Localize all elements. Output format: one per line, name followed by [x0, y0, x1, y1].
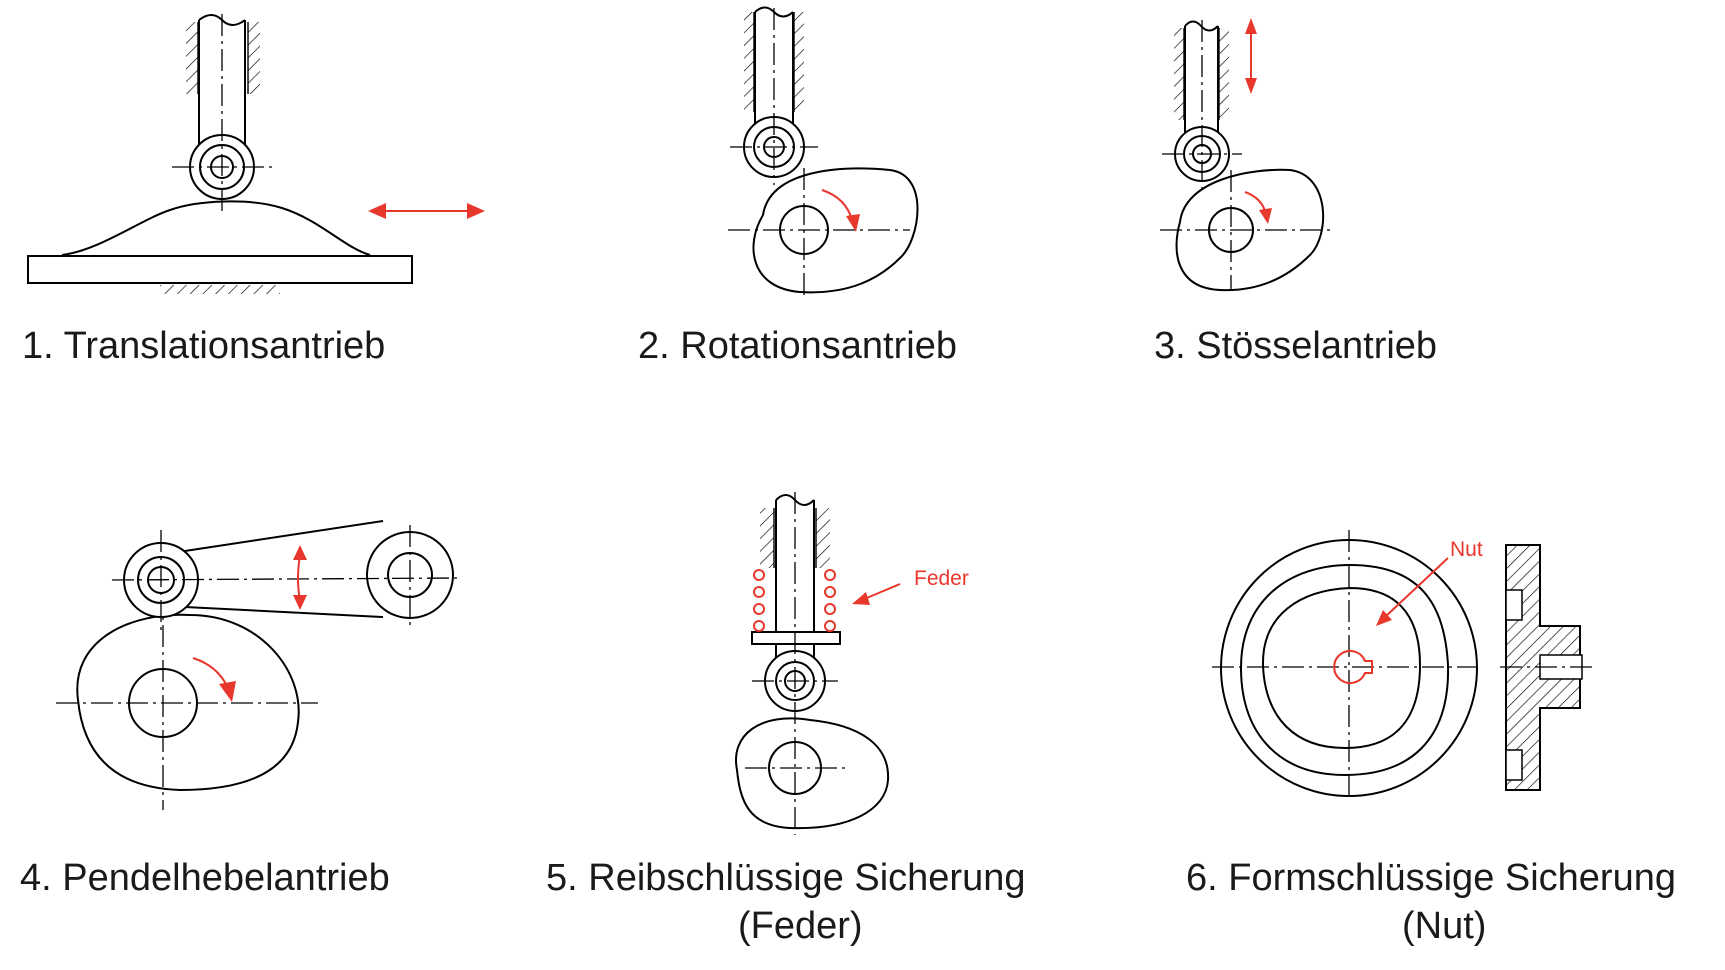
guide-hatch-right — [248, 22, 260, 94]
shaft-keyway-icon — [1333, 650, 1373, 684]
spring-pointer-arrow-icon — [852, 583, 901, 605]
disc-cam — [752, 167, 919, 294]
pendulum-lever-drive-figure: 4. Pendelhebelantrieb — [20, 520, 461, 899]
rotation-drive-figure: 2. Rotationsantrieb — [638, 6, 957, 367]
form-lock-figure: Nut 6. Formschlüssige Sicherung (Nut) — [1186, 530, 1676, 947]
disc-cam — [735, 717, 890, 830]
groove-pointer-arrow-icon — [1376, 557, 1449, 626]
stroke-arrow-icon — [1245, 18, 1257, 94]
label-form-lock-line1: 6. Formschlüssige Sicherung — [1186, 857, 1676, 899]
plunger-rod — [1184, 20, 1219, 138]
spring-plate — [751, 631, 841, 645]
rotation-arrow-icon — [821, 189, 860, 232]
label-rotation-drive: 2. Rotationsantrieb — [638, 325, 957, 367]
disc-cam — [1175, 168, 1325, 292]
groove-annotation: Nut — [1450, 538, 1483, 561]
label-pendulum-lever-drive: 4. Pendelhebelantrieb — [20, 857, 390, 899]
disc-cam — [76, 613, 300, 792]
pendulum-lever — [164, 520, 384, 618]
linear-cam-profile — [61, 200, 371, 256]
groove-inner-contour — [1261, 586, 1422, 750]
label-friction-lock-line1: 5. Reibschlüssige Sicherung — [546, 857, 1026, 899]
tappet-drive-figure: 3. Stösselantrieb — [1154, 18, 1437, 367]
spring-annotation: Feder — [914, 567, 969, 590]
section-view — [1500, 544, 1592, 791]
base-plate — [27, 255, 413, 284]
tappet-rotation-arrow-icon — [1244, 191, 1272, 224]
label-form-lock-line2: (Nut) — [1402, 905, 1486, 947]
guide-hatch-left — [186, 22, 198, 94]
label-friction-lock-line2: (Feder) — [738, 905, 863, 947]
translation-arrow-icon — [368, 203, 485, 219]
cam-rotation-arrow-icon — [192, 657, 236, 702]
ground-hatch — [160, 285, 280, 294]
swing-arrow-icon — [293, 545, 307, 610]
label-translation-drive: 1. Translationsantrieb — [22, 325, 385, 367]
spring-icon — [753, 569, 836, 632]
groove-outer-contour — [1239, 563, 1450, 777]
label-tappet-drive: 3. Stösselantrieb — [1154, 325, 1437, 367]
friction-lock-figure: Feder 5. Reibschlüssige Sicherung (Feder… — [546, 492, 1026, 947]
translation-drive-figure: 1. Translationsantrieb — [22, 14, 485, 367]
